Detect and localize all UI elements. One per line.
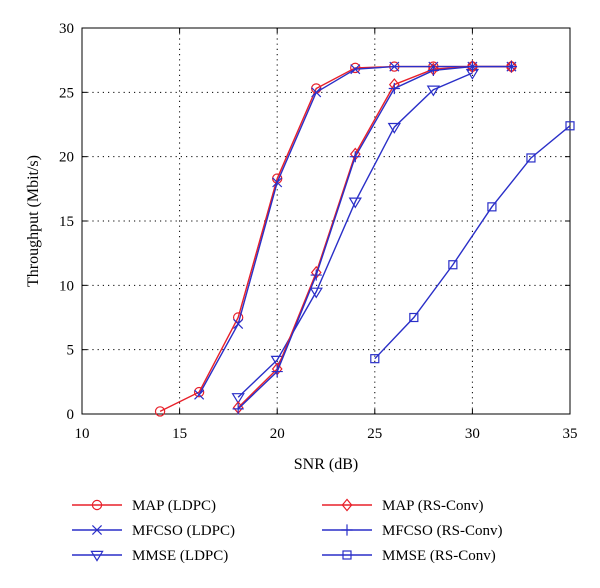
data-point: [232, 403, 244, 415]
data-point: [505, 61, 518, 73]
y-tick-label: 10: [59, 278, 74, 294]
legend: MAP (LDPC) MFCSO (LDPC) MMSE (LDPC) MAP (RS…: [72, 498, 502, 564]
legend-label: MMSE (RS-Conv): [382, 548, 496, 564]
data-point: [271, 365, 283, 378]
series-mmse-rs-conv: [370, 121, 575, 364]
series-line: [198, 65, 512, 396]
y-tick-label: 25: [59, 85, 74, 101]
legend-label: MMSE (LDPC): [132, 548, 228, 564]
data-series: [154, 60, 575, 417]
series-mmse-ldpc: [231, 68, 480, 405]
y-tick-label: 20: [59, 150, 74, 166]
data-point: [231, 393, 245, 405]
y-axis-label: Throughput (Mbit/s): [25, 155, 42, 287]
data-point: [350, 64, 361, 75]
y-tick-label: 30: [59, 21, 74, 37]
legend-item: MFCSO (RS-Conv): [322, 523, 502, 539]
series-map-ldpc: [154, 61, 517, 417]
legend-marker: [342, 550, 352, 560]
x-tick-label: 20: [270, 426, 285, 442]
legend-label: MFCSO (LDPC): [132, 523, 235, 539]
legend-marker: [90, 550, 104, 562]
legend-marker: [341, 524, 353, 536]
legend-marker: [341, 498, 353, 512]
series-mfcso-rs-conv: [232, 61, 518, 415]
legend-item: MAP (LDPC): [72, 498, 216, 514]
data-point: [310, 269, 322, 281]
legend-label: MAP (LDPC): [132, 498, 216, 514]
data-point: [389, 61, 400, 72]
y-tick-label: 0: [67, 407, 75, 423]
data-point: [487, 202, 497, 212]
series-line: [159, 65, 512, 413]
legend-marker: [91, 499, 103, 511]
legend-item: MMSE (LDPC): [72, 548, 228, 564]
data-point: [154, 406, 166, 417]
data-point: [388, 82, 400, 95]
legend-item: MAP (RS-Conv): [322, 498, 484, 514]
legend-label: MAP (RS-Conv): [382, 498, 484, 514]
data-point: [426, 85, 441, 97]
grid-lines: [82, 28, 570, 414]
series-mfcso-ldpc: [194, 61, 517, 400]
x-tick-label: 15: [172, 426, 187, 442]
data-point: [466, 61, 478, 73]
series-line: [237, 65, 512, 410]
data-point: [349, 151, 361, 163]
x-tick-label: 10: [75, 426, 90, 442]
data-point: [448, 260, 458, 270]
data-point: [565, 121, 575, 131]
data-point: [387, 122, 401, 134]
data-point: [309, 287, 323, 299]
data-point: [409, 312, 419, 323]
x-tick-label: 35: [563, 426, 578, 442]
y-tick-label: 5: [67, 343, 75, 359]
x-tick-label: 25: [367, 426, 382, 442]
data-point: [526, 153, 536, 163]
y-tick-label: 15: [59, 214, 74, 230]
series-line: [374, 125, 571, 360]
series-line: [237, 72, 473, 398]
legend-label: MFCSO (RS-Conv): [382, 523, 502, 539]
data-point: [350, 62, 361, 74]
data-point: [194, 389, 205, 400]
data-point: [348, 197, 362, 209]
data-point: [233, 318, 244, 329]
legend-item: MFCSO (LDPC): [72, 523, 235, 539]
data-point: [272, 177, 283, 188]
legend-marker: [91, 524, 103, 536]
data-point: [311, 87, 322, 98]
axis-ticks: 10 15 20 25 30 35 0 5 10 15 20 25 30: [59, 21, 578, 442]
legend-item: MMSE (RS-Conv): [322, 548, 496, 564]
data-point: [370, 354, 380, 364]
x-axis-label: SNR (dB): [294, 456, 358, 473]
data-point: [193, 386, 205, 398]
x-tick-label: 30: [465, 426, 480, 442]
data-point: [427, 64, 439, 77]
